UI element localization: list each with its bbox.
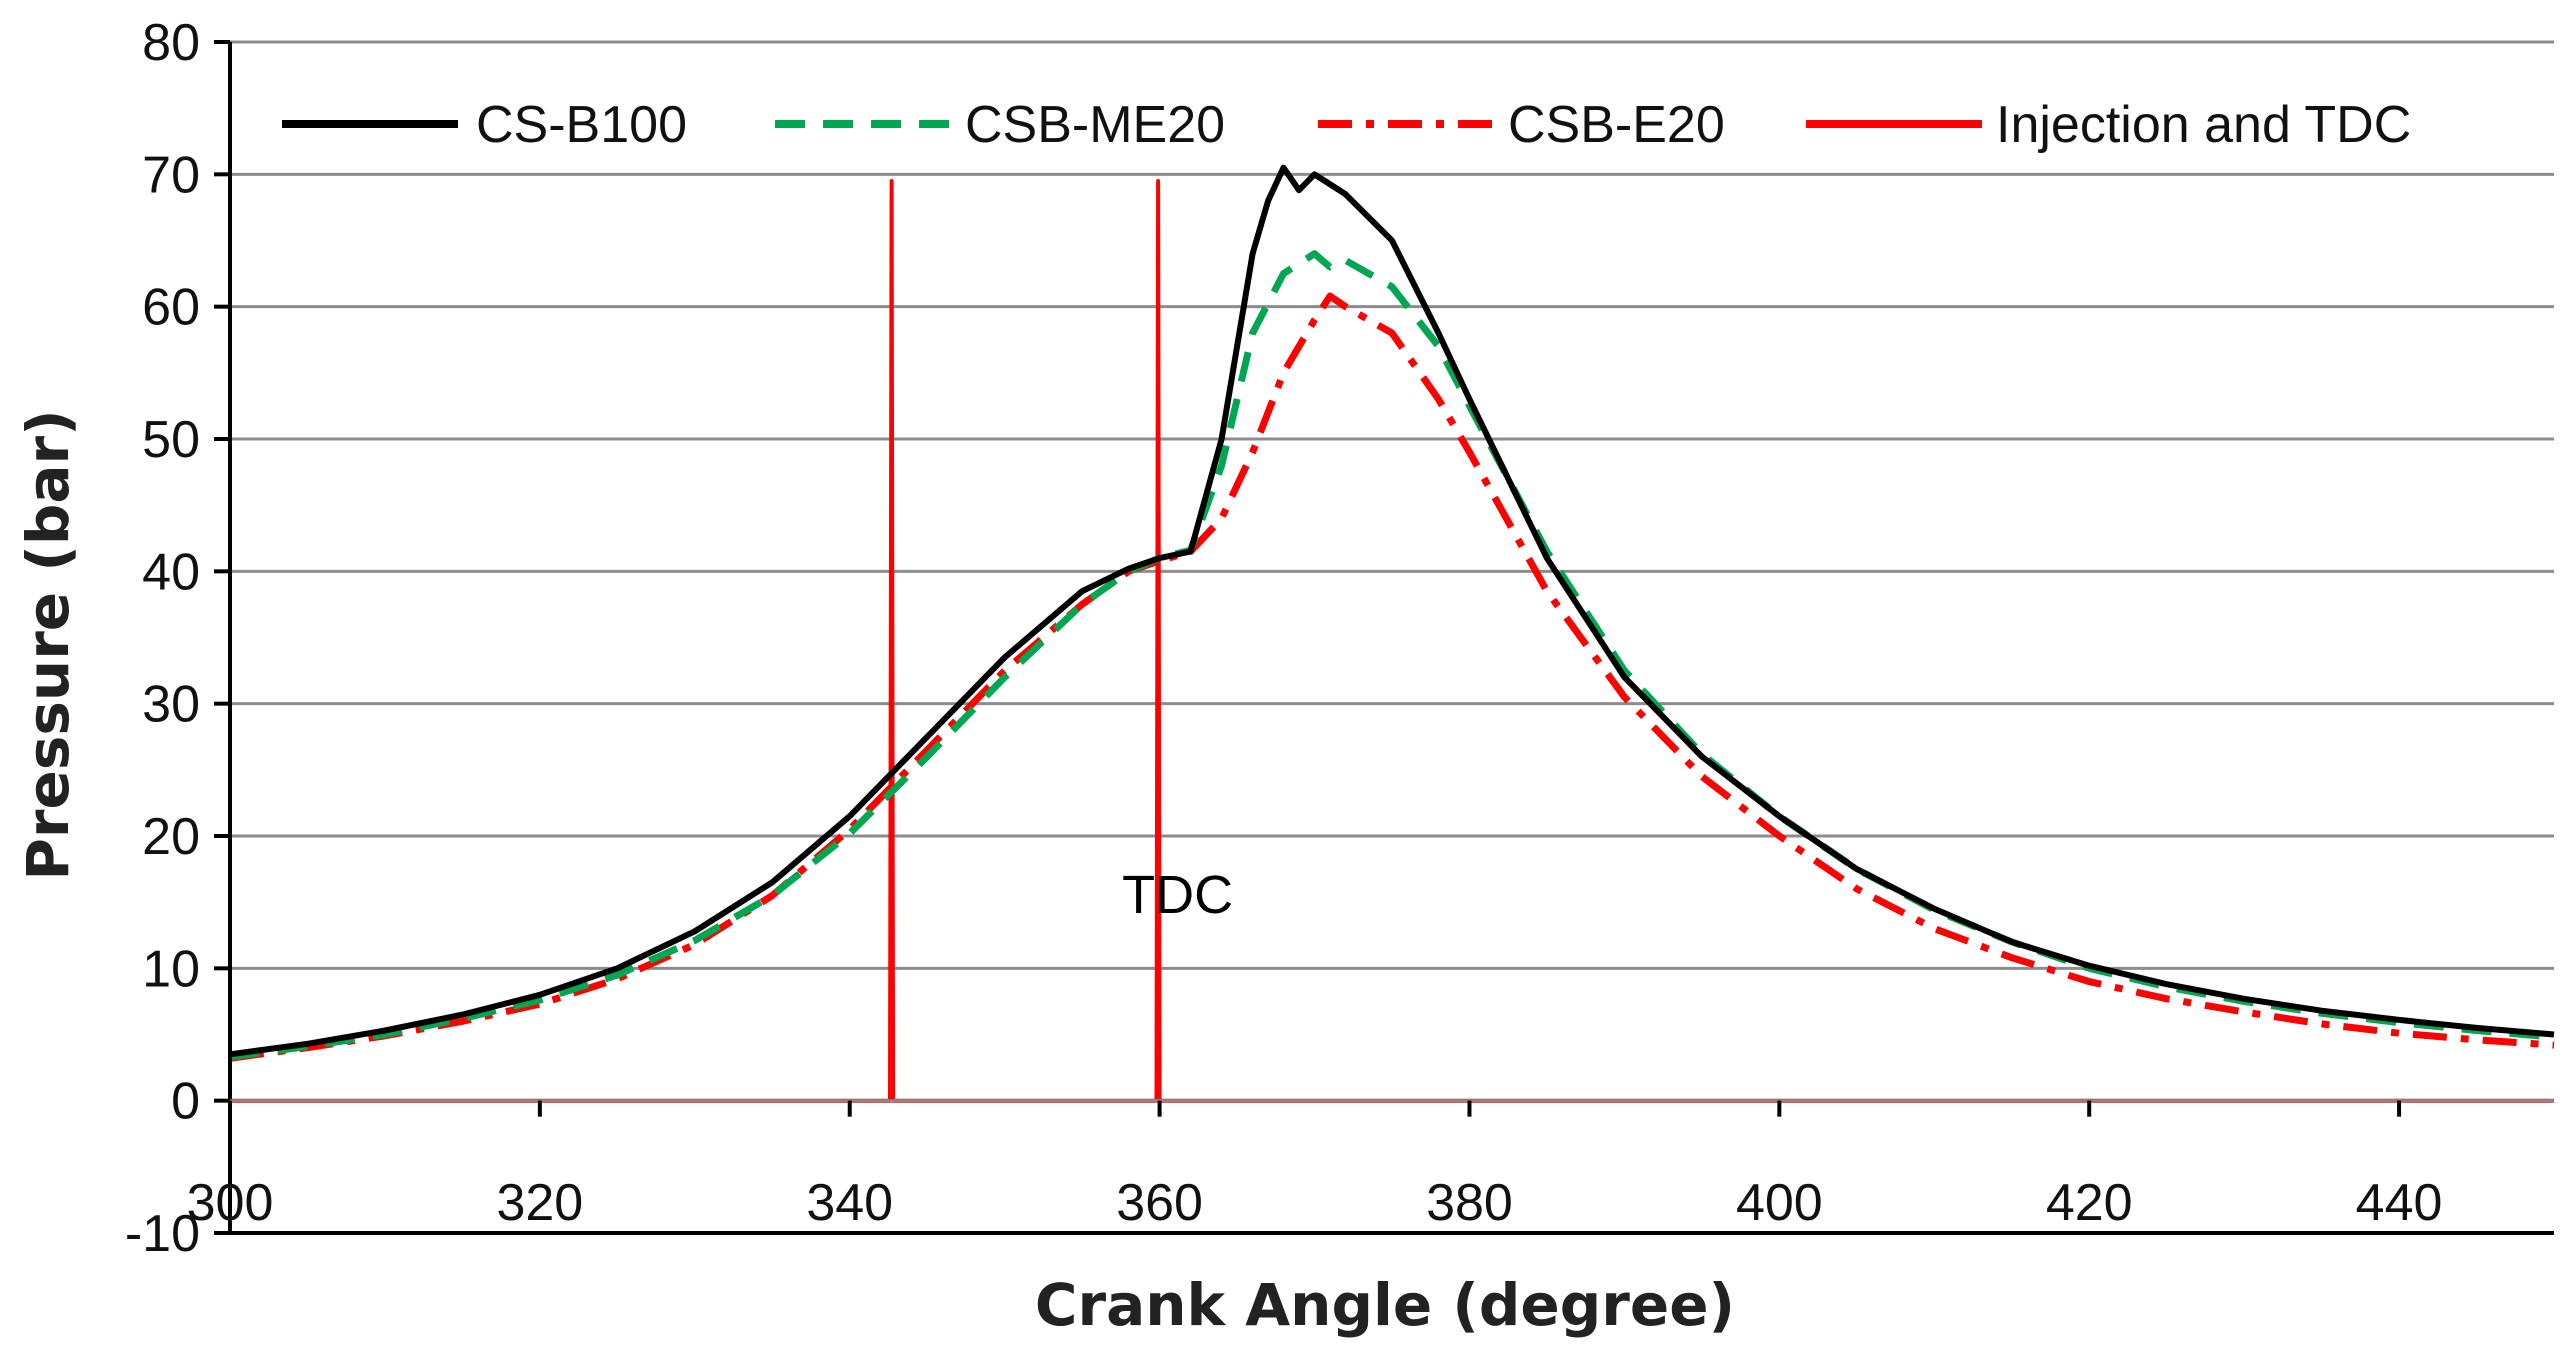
legend-label-injection-and-tdc: Injection and TDC: [1996, 96, 2411, 154]
legend-label-csb-me20: CSB-ME20: [965, 96, 1225, 154]
y-tick-label-60: 60: [142, 279, 200, 337]
x-tick-label-420: 420: [2046, 1174, 2133, 1232]
y-tick-label-30: 30: [142, 676, 200, 734]
legend-label-csb-e20: CSB-E20: [1508, 96, 1725, 154]
series-line-injection-and-tdc: [230, 179, 2554, 1103]
y-tick-label-20: 20: [142, 808, 200, 866]
y-tick-label-40: 40: [142, 543, 200, 601]
legend: CS-B100 CSB-ME20 CSB-E20 Injection and TDC: [282, 96, 2411, 154]
x-axis-title: Crank Angle (degree): [1035, 1271, 1735, 1339]
legend-label-cs-b100: CS-B100: [476, 96, 687, 154]
y-tick-label-10: 10: [142, 940, 200, 998]
series-line-csb-e20: [229, 292, 2555, 1062]
series-line-csb-me20: [229, 250, 2555, 1061]
series-line-cs-b100: [229, 164, 2555, 1058]
grid-lines: [230, 40, 2554, 970]
x-tick-label-340: 340: [806, 1174, 893, 1232]
annotations: TDC: [1122, 865, 1233, 925]
y-tick-label-70: 70: [142, 146, 200, 204]
annotation-label-0: TDC: [1122, 865, 1233, 925]
y-tick-label--10: -10: [125, 1205, 200, 1263]
x-tick-label-320: 320: [496, 1174, 583, 1232]
tick-labels: -10 0 10 20 30 40 50 60 70 80 300 320 340 360 380 400 42…: [125, 14, 2443, 1263]
x-tick-label-440: 440: [2356, 1174, 2443, 1232]
axes: [214, 40, 2554, 1235]
y-tick-label-0: 0: [171, 1073, 200, 1131]
x-tick-label-300: 300: [187, 1174, 274, 1232]
x-tick-label-400: 400: [1736, 1174, 1823, 1232]
x-tick-label-380: 380: [1426, 1174, 1513, 1232]
y-axis-title: Pressure (bar): [14, 409, 82, 880]
y-tick-label-50: 50: [142, 411, 200, 469]
y-tick-label-80: 80: [142, 14, 200, 72]
x-tick-label-360: 360: [1116, 1174, 1203, 1232]
